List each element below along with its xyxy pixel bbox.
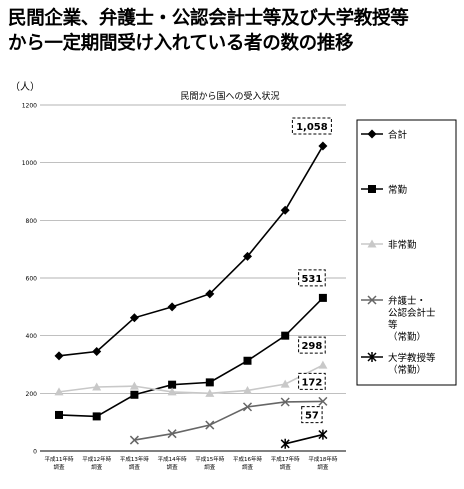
y-axis-label: （人） (10, 81, 40, 93)
legend-label: 非常勤 (388, 239, 417, 251)
x-tick-label: 平成15年時 (195, 455, 224, 463)
legend-label: 公認会計士 (388, 307, 436, 319)
data-point (129, 313, 139, 323)
data-point (318, 429, 328, 440)
series-line (58, 297, 324, 418)
series-5 (285, 433, 324, 445)
legend-label: （常勤） (388, 331, 426, 343)
y-tick-label: 200 (26, 391, 38, 398)
x-tick-label: 調査 (204, 463, 216, 471)
annotation-label: 298 (301, 341, 322, 352)
legend-marker (368, 185, 376, 193)
legend-box (356, 119, 457, 386)
y-tick-label: 400 (26, 333, 38, 340)
legend-label: （常勤） (388, 364, 426, 376)
data-point (167, 302, 177, 312)
data-point (318, 293, 327, 302)
x-tick-label: 調査 (317, 463, 329, 471)
legend-label: 弁護士・ (388, 295, 426, 307)
data-point (129, 435, 139, 445)
x-tick-label: 平成18年時 (308, 455, 337, 463)
legend-label: 大学教授等 (388, 352, 436, 364)
data-point (280, 438, 290, 449)
data-point (280, 379, 290, 388)
x-tick-label: 調査 (91, 463, 103, 471)
x-tick-label: 調査 (242, 463, 254, 471)
data-point (205, 388, 215, 397)
x-tick-label: 調査 (280, 463, 292, 471)
series-1 (58, 145, 324, 357)
x-tick-label: 平成12年時 (82, 455, 111, 463)
x-tick-label: 平成13年時 (120, 455, 149, 463)
annotation-label: 57 (305, 411, 319, 422)
data-point (167, 387, 177, 396)
data-point (242, 402, 253, 412)
y-tick-label: 800 (26, 218, 38, 225)
annotation-box (298, 336, 326, 354)
y-tick-label: 1200 (22, 103, 37, 110)
x-tick-label: 調査 (53, 463, 65, 471)
series-line (58, 364, 324, 395)
data-point (281, 331, 290, 340)
heading-line-1: 民間企業、弁護士・公認会計士等及び大学教授等 (8, 8, 409, 29)
data-point (243, 251, 252, 261)
series-line (134, 400, 323, 441)
series-line (285, 433, 324, 445)
data-point (92, 382, 102, 391)
legend-label: 合計 (388, 129, 408, 141)
legend-label: 常勤 (388, 184, 407, 196)
chart-title: 民間から国への受入状況 (180, 90, 279, 102)
x-tick-label: 調査 (167, 463, 179, 471)
x-tick-label: 調査 (129, 463, 141, 471)
data-point (168, 380, 177, 389)
data-point (54, 351, 64, 361)
heading-line-2: から一定期間受け入れている者の数の推移 (8, 33, 354, 54)
y-tick-label: 1000 (22, 160, 37, 167)
data-point (130, 390, 139, 399)
data-point (54, 387, 64, 396)
data-point (243, 356, 252, 365)
data-point (205, 378, 214, 387)
series-2 (58, 297, 324, 418)
legend-marker (367, 129, 377, 139)
x-tick-label: 平成17年時 (271, 455, 300, 463)
annotation-box (291, 117, 332, 135)
data-point (92, 412, 101, 421)
data-point (205, 289, 215, 299)
data-point (243, 385, 252, 394)
legend-marker (367, 239, 377, 248)
data-point (167, 429, 177, 439)
annotation-label: 172 (301, 377, 322, 388)
legend-label: 等 (388, 319, 398, 331)
data-point (318, 141, 328, 151)
legend-marker (367, 295, 377, 305)
annotation-box (298, 269, 326, 287)
data-point (55, 410, 63, 419)
annotation-label: 531 (301, 274, 322, 285)
data-point (280, 397, 290, 407)
data-point (205, 420, 215, 430)
x-tick-label: 平成16年時 (233, 455, 262, 463)
y-tick-label: 600 (26, 276, 38, 283)
annotation-label: 1,058 (296, 122, 328, 133)
data-point (92, 347, 102, 357)
series-4 (134, 400, 323, 441)
x-tick-label: 平成11年時 (45, 455, 74, 463)
data-point (318, 396, 328, 406)
legend-marker (367, 352, 377, 362)
annotation-box (298, 372, 326, 390)
series-3 (58, 364, 324, 395)
annotation-box (301, 406, 323, 424)
page-heading: 民間企業、弁護士・公認会計士等及び大学教授等 から一定期間受け入れている者の数の… (8, 6, 460, 56)
series-line (58, 145, 324, 357)
data-point (318, 360, 328, 369)
x-tick-label: 平成14年時 (158, 455, 187, 463)
data-point (280, 205, 290, 215)
data-point (129, 381, 139, 390)
y-tick-label: 0 (33, 449, 37, 456)
